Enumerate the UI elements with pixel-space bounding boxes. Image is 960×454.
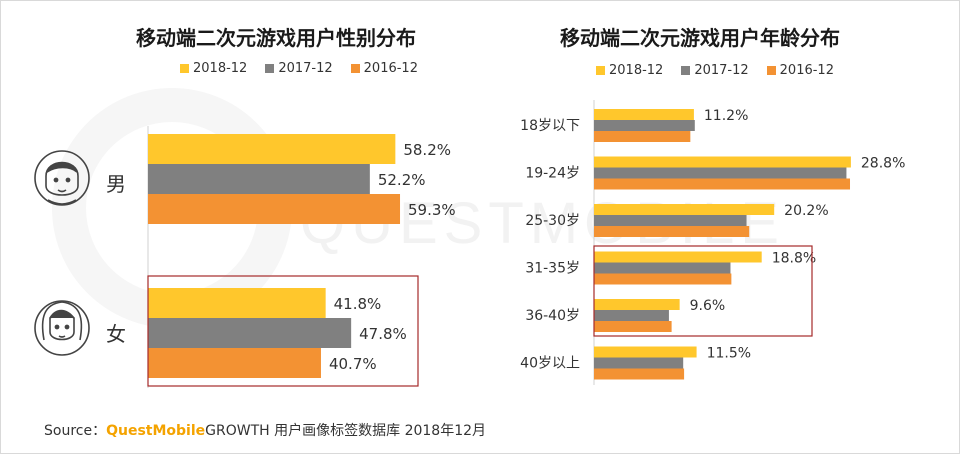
bar-2017-12-0 [148, 164, 370, 194]
gender-legend: 2018-12 2017-12 2016-12 [180, 61, 418, 76]
bar-2018-12-5 [594, 346, 697, 358]
legend-swatch-2016 [350, 64, 360, 73]
data-label-2018-12-0: 11.2% [704, 108, 748, 124]
bar-2016-12-3 [594, 273, 732, 285]
legend-item-2016: 2016-12 [766, 63, 834, 78]
legend-item-2018: 2018-12 [596, 63, 663, 78]
category-label-4: 36-40岁 [525, 308, 580, 324]
legend-label-2018: 2018-12 [193, 61, 248, 76]
legend-item-2016: 2016-12 [350, 61, 418, 76]
bar-2016-12-2 [594, 226, 750, 237]
category-label-3: 31-35岁 [525, 261, 580, 277]
bar-2018-12-4 [594, 299, 680, 310]
bar-2016-12-1 [148, 348, 321, 378]
legend-label-2017: 2017-12 [278, 61, 333, 76]
data-label-2018-12-4: 9.6% [690, 298, 726, 314]
highlight-box-female [147, 275, 419, 387]
bar-2016-12-5 [594, 368, 685, 380]
category-label-female: 女 [106, 322, 126, 346]
data-label-2017-12-1: 47.8% [359, 325, 407, 343]
category-label-2: 25-30岁 [525, 213, 580, 229]
bar-2016-12-1 [594, 178, 851, 190]
data-label-2018-12-2: 20.2% [784, 203, 828, 219]
legend-swatch-2018 [596, 66, 605, 75]
bar-2018-12-2 [594, 204, 775, 215]
legend-label-2016: 2016-12 [779, 63, 834, 78]
legend-label-2017: 2017-12 [694, 63, 749, 78]
bar-2018-12-1 [148, 288, 326, 318]
legend-item-2017: 2017-12 [681, 63, 749, 78]
legend-label-2016: 2016-12 [363, 61, 418, 76]
highlight-box-31-40 [593, 245, 813, 337]
data-label-2018-12-0: 58.2% [403, 141, 451, 159]
legend-swatch-2016 [766, 66, 776, 75]
age-chart-title: 移动端二次元游戏用户年龄分布 [560, 26, 840, 50]
legend-swatch-2018 [180, 64, 189, 73]
legend-item-2017: 2017-12 [265, 61, 333, 76]
legend-swatch-2017 [681, 66, 691, 75]
bar-2017-12-4 [594, 310, 669, 321]
legend-item-2018: 2018-12 [180, 61, 247, 76]
bar-2017-12-5 [594, 357, 684, 369]
category-label-0: 18岁以下 [520, 118, 580, 134]
data-label-2018-12-3: 18.8% [772, 251, 816, 267]
source-brand: QuestMobile [106, 423, 206, 439]
bar-2017-12-1 [148, 318, 352, 348]
category-label-male: 男 [106, 172, 126, 196]
data-label-2017-12-0: 52.2% [378, 171, 426, 189]
data-label-2018-12-1: 41.8% [334, 295, 382, 313]
bar-2018-12-0 [148, 134, 396, 164]
bar-2016-12-4 [594, 321, 672, 332]
bar-2018-12-0 [594, 109, 694, 120]
bar-2017-12-2 [594, 215, 747, 226]
source-text: GROWTH 用户画像标签数据库 2018年12月 [205, 423, 487, 439]
category-label-1: 19-24岁 [525, 166, 580, 182]
bar-2016-12-0 [148, 194, 401, 224]
bar-2017-12-1 [594, 167, 847, 179]
data-label-2018-12-5: 11.5% [707, 346, 751, 362]
bar-2018-12-3 [594, 251, 762, 263]
gender-chart-title: 移动端二次元游戏用户性别分布 [136, 26, 416, 50]
bar-2017-12-3 [594, 262, 731, 274]
age-legend: 2018-12 2017-12 2016-12 [596, 63, 834, 78]
bar-2018-12-1 [594, 156, 851, 168]
data-label-2016-12-0: 59.3% [408, 201, 456, 219]
male-avatar-icon [34, 150, 90, 206]
source-prefix: Source： [44, 423, 107, 439]
bar-2017-12-0 [594, 120, 695, 131]
category-label-5: 40岁以上 [520, 356, 580, 372]
data-label-2016-12-1: 40.7% [329, 355, 377, 373]
data-label-2018-12-1: 28.8% [861, 156, 905, 172]
legend-label-2018: 2018-12 [609, 63, 664, 78]
source-note: Source：QuestMobileGROWTH 用户画像标签数据库 2018年… [44, 420, 486, 440]
female-avatar-icon [34, 300, 90, 356]
bar-2016-12-0 [594, 131, 691, 142]
legend-swatch-2017 [265, 64, 275, 73]
